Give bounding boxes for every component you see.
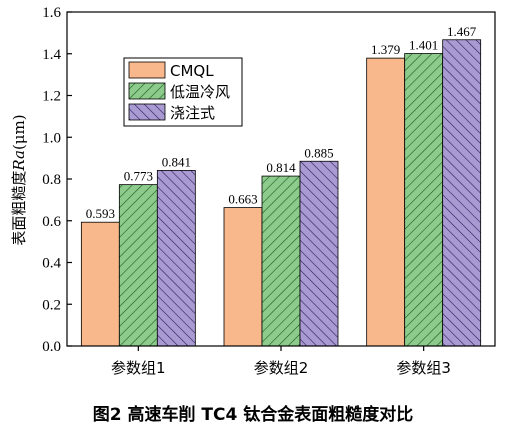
- legend-label: 浇注式: [170, 104, 215, 122]
- y-tick-label: 0.4: [42, 256, 61, 272]
- data-label: 0.663: [228, 192, 257, 207]
- legend-label: CMQL: [170, 62, 214, 80]
- data-label: 0.885: [304, 145, 333, 160]
- legend-swatch: [128, 103, 166, 121]
- data-label: 1.467: [447, 24, 477, 39]
- data-label: 0.773: [124, 169, 153, 184]
- bar-3-1: [156, 170, 196, 347]
- bar-3-3: [442, 39, 482, 347]
- y-axis-label: 表面粗糙度: [10, 171, 28, 246]
- legend-swatch: [128, 82, 166, 100]
- plot-frame: [66, 11, 496, 347]
- bar-chart: 表面粗糙度Ra(μm) 0.593 0.773 0.841 0.663 0.814 0.8…: [10, 5, 496, 377]
- bar-1-1: [80, 221, 120, 347]
- legend-label: 低温冷风: [170, 83, 230, 101]
- y-tick-label: 1.6: [42, 5, 61, 21]
- data-labels-group: 0.593 0.773 0.841 0.663 0.814 0.885 1.379 1.401…: [86, 24, 477, 221]
- data-label: 1.401: [409, 38, 438, 53]
- y-axis-label-unit: (μm): [10, 114, 28, 150]
- data-label: 0.814: [266, 160, 296, 175]
- y-tick-label: 0.6: [42, 214, 61, 230]
- x-ticks-group: 参数组1 参数组2 参数组3: [111, 346, 451, 377]
- bars-group: [80, 39, 482, 347]
- y-axis-title: 表面粗糙度Ra(μm): [10, 114, 28, 245]
- x-tick-label: 参数组3: [396, 359, 451, 377]
- y-tick-label: 1.2: [42, 89, 61, 105]
- bar-3-2: [299, 160, 339, 347]
- y-tick-label: 0.0: [42, 339, 61, 355]
- x-tick-label: 参数组1: [111, 359, 166, 377]
- bar-1-2: [223, 207, 263, 347]
- legend-swatch: [128, 61, 166, 79]
- y-axis-label-italic: Ra: [10, 150, 28, 172]
- bar-1-3: [366, 57, 406, 347]
- bar-2-2: [261, 175, 301, 347]
- bar-2-1: [118, 184, 158, 347]
- y-tick-label: 1.4: [42, 47, 61, 63]
- y-tick-label: 1.0: [42, 130, 61, 146]
- y-ticks-group: 0.0 0.2 0.4 0.6 0.8 1.0 1.2 1.4 1.6: [42, 5, 72, 355]
- bar-2-3: [404, 53, 444, 347]
- data-label: 0.593: [86, 206, 115, 221]
- y-tick-label: 0.2: [42, 297, 61, 313]
- figure-caption: 图2 高速车削 TC4 钛合金表面粗糙度对比: [92, 405, 414, 425]
- data-label: 1.379: [371, 42, 400, 57]
- x-tick-label: 参数组2: [254, 359, 309, 377]
- data-label: 0.841: [162, 154, 191, 169]
- y-tick-label: 0.8: [42, 172, 61, 188]
- svg-text:表面粗糙度Ra(μm): 表面粗糙度Ra(μm): [10, 114, 28, 245]
